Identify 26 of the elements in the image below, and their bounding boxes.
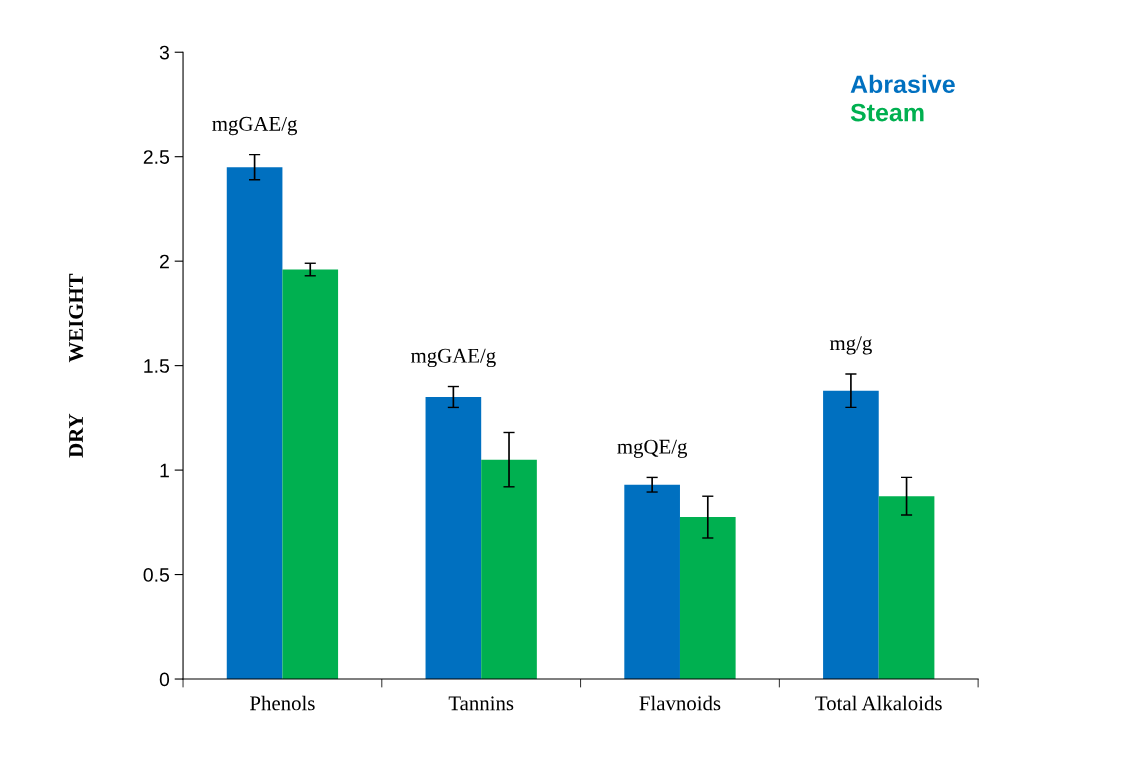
y-tick-label: 3 [159, 45, 169, 60]
bar [481, 459, 537, 680]
bar [878, 496, 935, 680]
x-tick-label: Phenols [250, 695, 315, 711]
annotation: mg/g [829, 336, 872, 355]
y-tick-label: 1 [160, 463, 169, 478]
y-tick-label: 1.5 [144, 359, 170, 373]
annotation: mgQE/g [617, 439, 688, 458]
y-tick-label: 2 [160, 254, 169, 269]
x-tick-label: Flavnoids [639, 695, 721, 711]
text: Steam [850, 103, 924, 122]
y-axis-title: DRY WEIGHT [69, 273, 84, 458]
bar [425, 396, 482, 680]
annotation: mgGAE/g [212, 116, 298, 136]
x-tick-label: Total Alkaloids [815, 695, 942, 711]
annotation: mgGAE/g [410, 348, 496, 368]
bar [679, 517, 736, 680]
bar [624, 484, 680, 680]
x-tick-label: Tannins [448, 696, 514, 711]
bar [282, 269, 339, 680]
bar [823, 390, 879, 680]
y-tick-label: 0.5 [143, 568, 170, 582]
y-tick-label: 0 [159, 672, 170, 687]
text: Abrasive [850, 74, 955, 94]
y-tick-label: 2.5 [143, 150, 170, 164]
bar [226, 167, 283, 680]
